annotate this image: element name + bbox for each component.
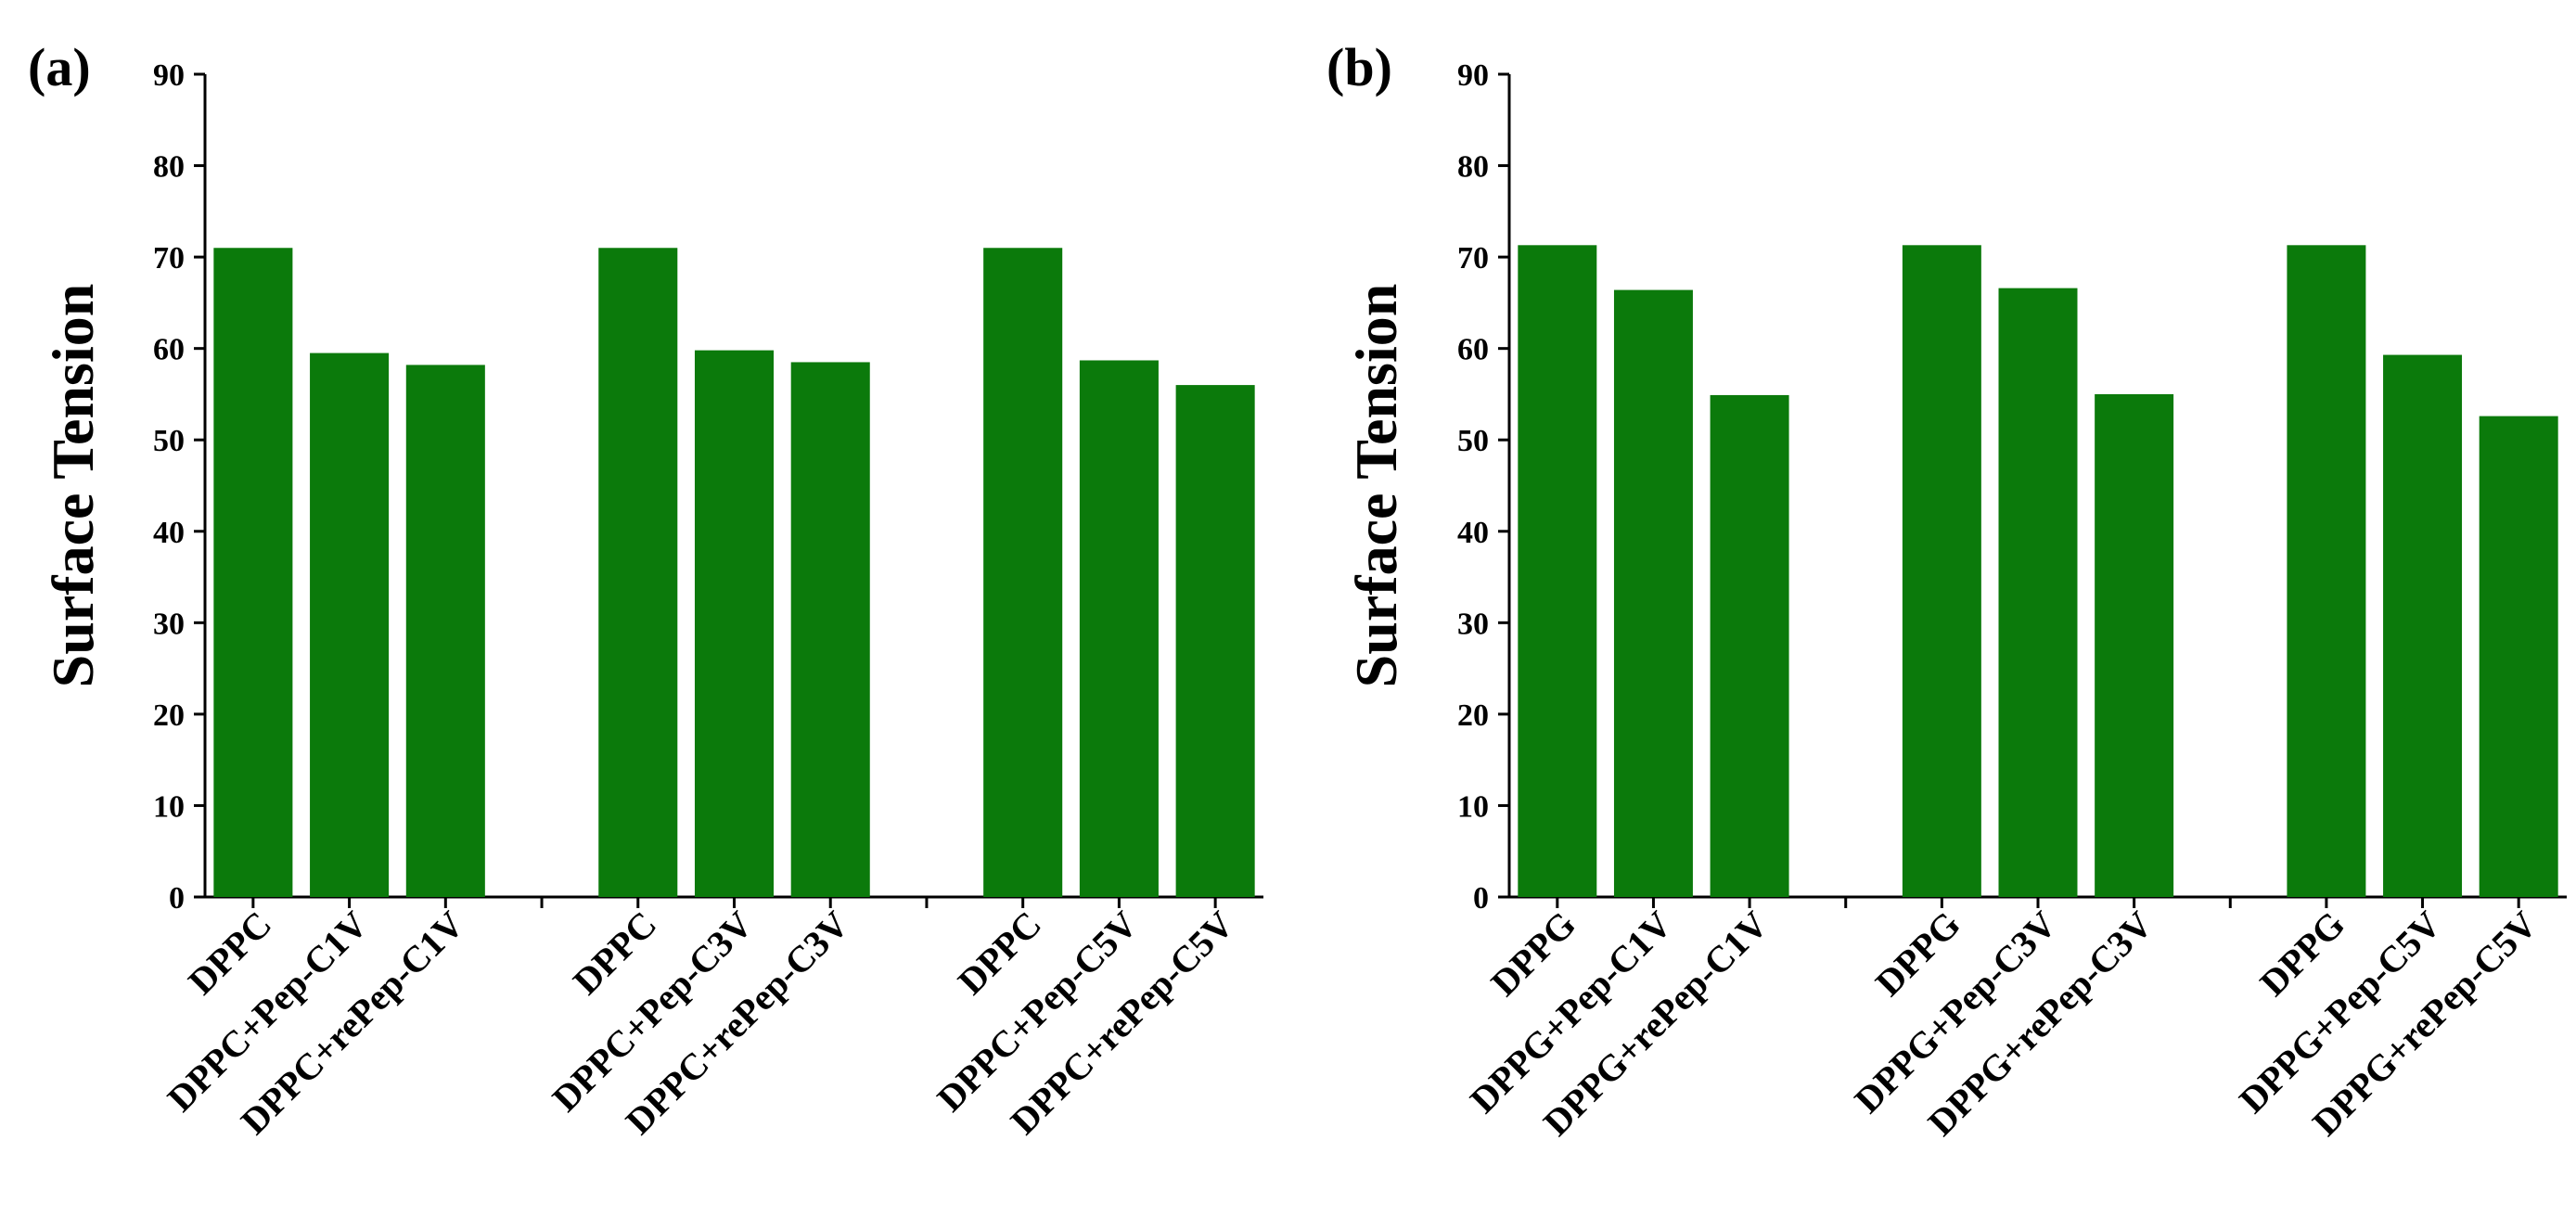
bar [2383,354,2463,897]
y-tick-label: 40 [153,516,185,550]
y-tick-label: 70 [1457,241,1489,275]
y-tick-label: 0 [169,881,185,916]
y-tick-label: 10 [1457,789,1489,824]
y-tick-label: 60 [1457,333,1489,367]
bar [405,365,485,897]
y-tick-label: 20 [1457,698,1489,733]
y-tick-label: 80 [1457,150,1489,185]
bar [1613,289,1693,897]
panel-b: (b)Surface Tension0102030405060708090DPP… [1326,37,2567,1144]
bar [983,248,1063,897]
bar [2095,393,2174,897]
panel-label: (a) [28,37,91,97]
bar [1518,245,1597,897]
y-tick-label: 80 [153,150,185,185]
y-tick-label: 40 [1457,516,1489,550]
y-axis-title: Surface Tension [1343,284,1409,688]
bar [213,248,293,897]
bar [2287,245,2366,897]
y-tick-label: 30 [153,607,185,641]
y-tick-label: 90 [153,58,185,93]
bar [694,350,775,897]
bar [598,248,678,897]
bar [1998,288,2078,897]
panel-label: (b) [1326,37,1392,97]
panel-a: (a)Surface Tension0102030405060708090DPP… [28,37,1263,1142]
y-tick-label: 20 [153,698,185,733]
bar [1175,385,1255,898]
y-tick-label: 50 [1457,424,1489,458]
bar [790,362,870,897]
y-tick-label: 90 [1457,58,1489,93]
bar [2479,416,2558,897]
bar [1710,394,1789,897]
y-tick-label: 60 [153,333,185,367]
bar [1902,245,1981,897]
y-tick-label: 30 [1457,607,1489,641]
y-tick-label: 0 [1473,881,1489,916]
y-tick-label: 70 [153,241,185,275]
y-axis-title: Surface Tension [40,284,106,688]
bar [310,352,390,897]
y-tick-label: 50 [153,424,185,458]
y-tick-label: 10 [153,789,185,824]
bar [1079,360,1159,897]
